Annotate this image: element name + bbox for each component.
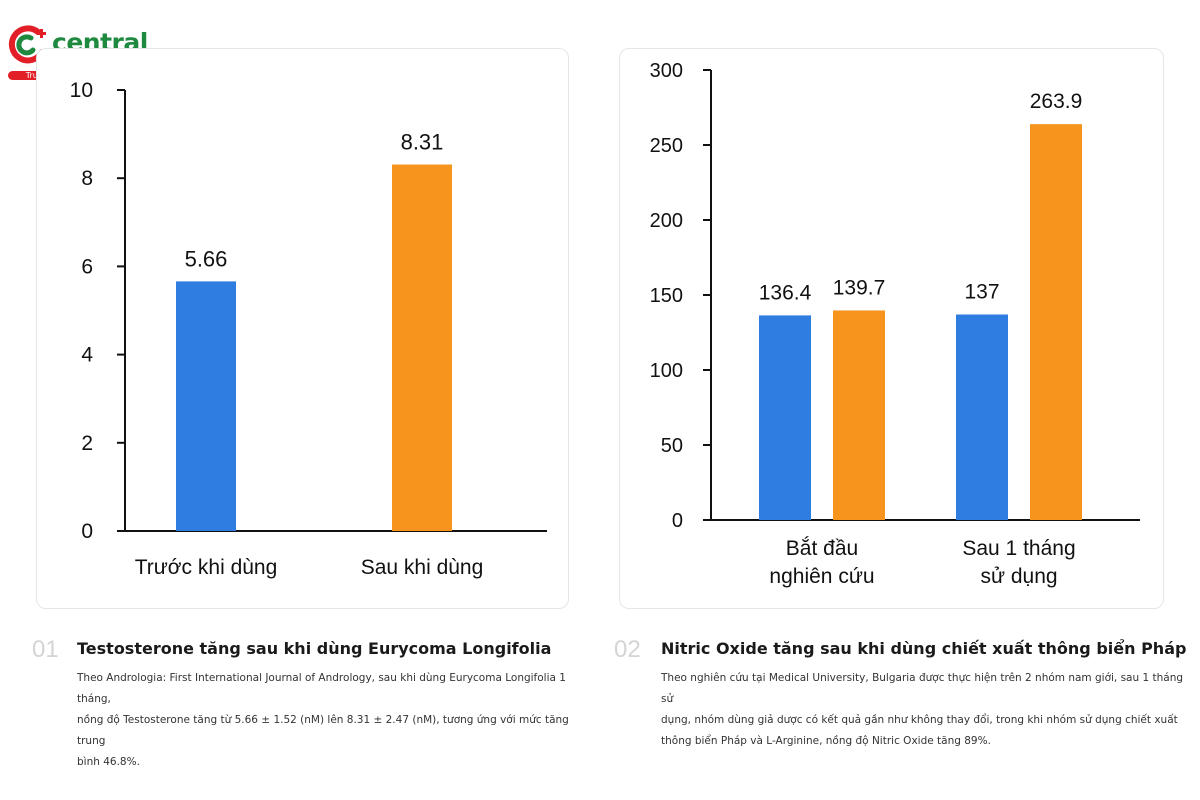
caption-line: Theo nghiên cứu tại Medical University, …	[661, 672, 1184, 705]
caption-line: Theo Andrologia: First International Jou…	[77, 672, 566, 705]
data-label: 136.4	[759, 281, 812, 304]
y-tick-label: 250	[650, 135, 683, 157]
y-tick-label: 8	[81, 167, 93, 190]
caption-line: nồng độ Testosterone tăng từ 5.66 ± 1.52…	[77, 714, 569, 747]
data-label: 263.9	[1030, 90, 1083, 113]
x-tick-label: Bắt đầu	[786, 537, 858, 560]
caption-title: Nitric Oxide tăng sau khi dùng chiết xuấ…	[661, 639, 1187, 658]
y-tick-label: 4	[81, 344, 93, 367]
x-tick-label: Trước khi dùng	[135, 556, 278, 579]
y-tick-label: 0	[672, 510, 683, 532]
caption-number: 01	[32, 636, 59, 663]
x-tick-label: nghiên cứu	[769, 565, 874, 588]
caption-line: thông biển Pháp và L-Arginine, nồng độ N…	[661, 735, 991, 747]
x-tick-label: Sau 1 tháng	[962, 537, 1075, 560]
x-tick-label: Sau khi dùng	[361, 556, 484, 579]
bar	[392, 164, 452, 532]
caption-number: 02	[614, 636, 641, 663]
bar	[1030, 124, 1082, 521]
caption-title: Testosterone tăng sau khi dùng Eurycoma …	[77, 639, 552, 658]
data-label: 139.7	[833, 276, 886, 299]
bar	[176, 281, 236, 531]
caption-description: Theo nghiên cứu tại Medical University, …	[661, 668, 1186, 752]
data-label: 5.66	[185, 246, 228, 271]
y-tick-label: 150	[650, 285, 683, 307]
y-tick-label: 200	[650, 210, 683, 232]
y-tick-label: 2	[81, 432, 93, 455]
y-tick-label: 50	[661, 435, 683, 457]
y-tick-label: 0	[81, 520, 93, 543]
y-tick-label: 10	[70, 79, 93, 102]
bar	[759, 315, 811, 520]
data-label: 137	[964, 281, 999, 304]
x-tick-label: sử dụng	[980, 565, 1057, 588]
y-tick-label: 6	[81, 255, 93, 278]
bar	[833, 310, 885, 520]
logo-icon	[8, 25, 46, 64]
data-label: 8.31	[401, 130, 444, 155]
y-tick-label: 300	[650, 60, 683, 82]
y-tick-label: 100	[650, 360, 683, 382]
caption-description: Theo Andrologia: First International Jou…	[77, 668, 587, 773]
caption-line: bình 46.8%.	[77, 756, 140, 768]
caption-line: dụng, nhóm dùng giả dược có kết quả gần …	[661, 714, 1178, 726]
bar	[956, 314, 1008, 520]
